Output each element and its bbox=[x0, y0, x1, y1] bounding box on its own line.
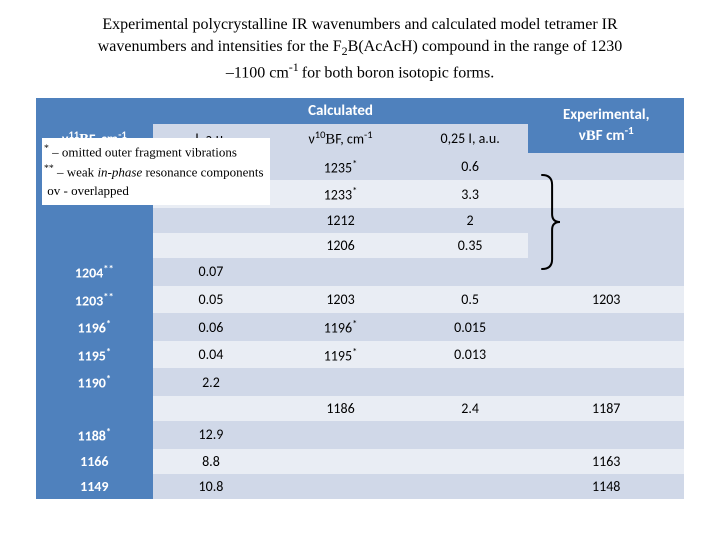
cell-v10: 1235* bbox=[269, 153, 412, 181]
cell-v10 bbox=[269, 421, 412, 449]
cell-v11 bbox=[36, 208, 153, 233]
cell-exp: 1163 bbox=[528, 449, 684, 474]
cell-v11: 1190* bbox=[36, 368, 153, 396]
cell-exp bbox=[528, 180, 684, 208]
th-v10bf: ν10BF, cm-1 bbox=[269, 124, 412, 153]
table-row: 12122 bbox=[36, 208, 684, 233]
footnotes-box: * – omitted outer fragment vibrations **… bbox=[42, 138, 270, 205]
cell-i2: 0.5 bbox=[412, 286, 529, 314]
cell-i1: 0.06 bbox=[153, 313, 270, 341]
cell-i2 bbox=[412, 421, 529, 449]
cell-exp: 1148 bbox=[528, 474, 684, 499]
cell-v10: 1196* bbox=[269, 313, 412, 341]
page-title: Experimental polycrystalline IR wavenumb… bbox=[36, 14, 684, 98]
title-line2a: wavenumbers and intensities for the F bbox=[98, 38, 342, 55]
cell-exp bbox=[528, 208, 684, 286]
cell-v11: 1203** bbox=[36, 286, 153, 314]
title-sup: -1 bbox=[289, 60, 302, 74]
th-blank bbox=[36, 98, 153, 124]
table-row: 1196*0.061196*0.015 bbox=[36, 313, 684, 341]
cell-i1: 0.05 bbox=[153, 286, 270, 314]
cell-i1: 0.04 bbox=[153, 341, 270, 369]
title-line3a: –1100 cm bbox=[226, 64, 289, 81]
cell-i2 bbox=[412, 258, 529, 286]
table-row: 1195*0.041195*0.013 bbox=[36, 341, 684, 369]
table-row: 11668.8 1163 bbox=[36, 449, 684, 474]
cell-v10: 1233* bbox=[269, 180, 412, 208]
cell-i2 bbox=[412, 474, 529, 499]
cell-v10: 1186 bbox=[269, 396, 412, 421]
cell-v11: 1196* bbox=[36, 313, 153, 341]
cell-i2: 2.4 bbox=[412, 396, 529, 421]
cell-i2: 2 bbox=[412, 208, 529, 233]
th-experimental: Experimental, νBF cm-1 bbox=[528, 98, 684, 153]
table-row: 11862.41187 bbox=[36, 396, 684, 421]
cell-v11: 1149 bbox=[36, 474, 153, 499]
cell-i2: 0.6 bbox=[412, 153, 529, 181]
cell-exp bbox=[528, 153, 684, 181]
cell-exp bbox=[528, 421, 684, 449]
cell-v10: 1203 bbox=[269, 286, 412, 314]
cell-v11 bbox=[36, 396, 153, 421]
cell-v11: 1166 bbox=[36, 449, 153, 474]
cell-v10: 1206 bbox=[269, 233, 412, 258]
table-row: 1188*12.9 bbox=[36, 421, 684, 449]
cell-v10 bbox=[269, 258, 412, 286]
cell-exp: 1203 bbox=[528, 286, 684, 314]
cell-v11: 1195* bbox=[36, 341, 153, 369]
cell-v10: 1195* bbox=[269, 341, 412, 369]
cell-exp bbox=[528, 368, 684, 396]
cell-i1 bbox=[153, 208, 270, 233]
cell-exp bbox=[528, 341, 684, 369]
cell-exp bbox=[528, 313, 684, 341]
cell-v11: 1188* bbox=[36, 421, 153, 449]
title-line1: Experimental polycrystalline IR wavenumb… bbox=[102, 16, 617, 33]
cell-i1: 12.9 bbox=[153, 421, 270, 449]
th-i2: 0,25 I, a.u. bbox=[412, 124, 529, 153]
cell-exp: 1187 bbox=[528, 396, 684, 421]
cell-v10 bbox=[269, 474, 412, 499]
cell-i2: 0.015 bbox=[412, 313, 529, 341]
cell-v11: 1204** bbox=[36, 258, 153, 286]
cell-v10 bbox=[269, 449, 412, 474]
footnote-1: * – omitted outer fragment vibrations bbox=[44, 142, 264, 162]
th-calculated: Calculated bbox=[153, 98, 529, 124]
cell-v10: 1212 bbox=[269, 208, 412, 233]
cell-i1 bbox=[153, 233, 270, 258]
cell-i1 bbox=[153, 396, 270, 421]
cell-i2: 3.3 bbox=[412, 180, 529, 208]
cell-i2 bbox=[412, 368, 529, 396]
title-line2b: B(AcAcH) compound in the range of 1230 bbox=[348, 38, 623, 55]
cell-i1: 2.2 bbox=[153, 368, 270, 396]
table-row: 1203**0.0512030.51203 bbox=[36, 286, 684, 314]
cell-i2 bbox=[412, 449, 529, 474]
footnote-3: ov - overlapped bbox=[44, 182, 264, 201]
cell-i2: 0.35 bbox=[412, 233, 529, 258]
table-row: 114910.8 1148 bbox=[36, 474, 684, 499]
table-row: 1190*2.2 bbox=[36, 368, 684, 396]
cell-v10 bbox=[269, 368, 412, 396]
cell-i1: 8.8 bbox=[153, 449, 270, 474]
cell-i2: 0.013 bbox=[412, 341, 529, 369]
cell-v11 bbox=[36, 233, 153, 258]
footnote-2: ** – weak in-phase resonance components bbox=[44, 162, 264, 182]
title-line3b: for both boron isotopic forms. bbox=[302, 64, 494, 81]
cell-i1: 10.8 bbox=[153, 474, 270, 499]
cell-i1: 0.07 bbox=[153, 258, 270, 286]
